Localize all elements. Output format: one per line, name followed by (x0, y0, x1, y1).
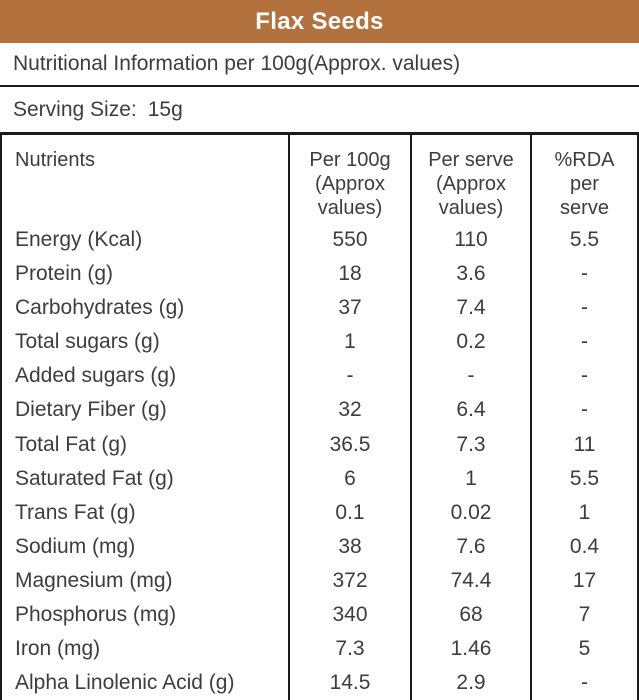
cell-nutrient: Carbohydrates (g) (15, 296, 185, 320)
cell-nutrient: Dietary Fiber (g) (15, 398, 167, 422)
cell-per-serve: 7.6 (410, 529, 530, 564)
table-row: Trans Fat (g) 0.1 0.02 1 (2, 495, 637, 530)
cell-nutrient: Phosphorus (mg) (15, 602, 177, 626)
nutrition-table: Nutrients Per 100g (Approx values) Per s… (0, 135, 639, 700)
table-row: Added sugars (g) - - - (2, 359, 637, 394)
cell-per-serve: 0.02 (410, 495, 530, 530)
title-bar: Flax Seeds (0, 0, 639, 43)
cell-per-serve: 1.46 (410, 631, 530, 667)
serving-size-value: 15g (147, 97, 183, 121)
cell-per-100g: 372 (288, 563, 410, 598)
cell-per-100g: 32 (288, 393, 410, 428)
cell-per-serve: 2.9 (410, 666, 530, 700)
cell-per-100g: 18 (288, 257, 410, 292)
col-header-rda-per-serve: %RDA per serve (530, 135, 637, 223)
cell-nutrient: Magnesium (mg) (15, 568, 173, 592)
cell-per-serve: 68 (410, 597, 530, 632)
cell-nutrient: Alpha Linolenic Acid (g) (15, 671, 235, 695)
cell-rda-per-serve: 7 (530, 597, 637, 632)
cell-rda-per-serve: - (530, 666, 637, 700)
col-header-per-100g: Per 100g (Approx values) (288, 135, 410, 223)
cell-per-100g: - (288, 359, 410, 394)
cell-nutrient: Iron (mg) (15, 636, 101, 660)
cell-rda-per-serve: 5 (530, 631, 637, 667)
cell-nutrient: Total Fat (g) (15, 432, 128, 456)
cell-per-serve: 6.4 (410, 393, 530, 428)
table-row: Saturated Fat (g) 6 1 5.5 (2, 461, 637, 496)
cell-per-serve: 0.2 (410, 325, 530, 360)
cell-per-serve: 1 (410, 461, 530, 496)
serving-size-row: Serving Size: 15g (0, 87, 639, 135)
table-row: Total Fat (g) 36.5 7.3 11 (2, 427, 637, 462)
cell-nutrient: Added sugars (g) (15, 364, 177, 388)
table-row: Carbohydrates (g) 37 7.4- (2, 291, 637, 326)
cell-rda-per-serve: - (530, 359, 637, 394)
table-row: Total sugars (g) 1 0.2- (2, 325, 637, 360)
cell-per-100g: 37 (288, 291, 410, 326)
cell-per-100g: 1 (288, 325, 410, 360)
table-row: Phosphorus (mg) 340 68 7 (2, 597, 637, 632)
cell-nutrient: Protein (g) (15, 262, 114, 286)
table-rows: Energy (Kcal) 550 110 5.5 Protein (g) 18 3.6- C… (2, 223, 637, 700)
cell-rda-per-serve: - (530, 257, 637, 292)
cell-rda-per-serve: 1 (530, 495, 637, 530)
cell-per-100g: 14.5 (288, 666, 410, 700)
cell-per-100g: 0.1 (288, 495, 410, 530)
cell-rda-per-serve: 0.4 (530, 529, 637, 564)
cell-rda-per-serve: 17 (530, 563, 637, 598)
product-title: Flax Seeds (255, 7, 384, 35)
cell-per-serve: 7.3 (410, 427, 530, 462)
table-header-row: Nutrients Per 100g (Approx values) Per s… (2, 135, 637, 223)
table-row: Alpha Linolenic Acid (g) 14.5 2.9- (2, 666, 637, 700)
cell-nutrient: Energy (Kcal) (15, 228, 143, 252)
cell-rda-per-serve: - (530, 393, 637, 428)
serving-size-label: Serving Size: (13, 97, 137, 121)
cell-per-serve: 7.4 (410, 291, 530, 326)
cell-nutrient: Sodium (mg) (15, 534, 136, 558)
cell-nutrient: Trans Fat (g) (15, 500, 136, 524)
subtitle-text: Nutritional Information per 100g(Approx.… (13, 52, 461, 75)
cell-nutrient: Saturated Fat (g) (15, 466, 174, 490)
col-header-per-serve: Per serve (Approx values) (410, 135, 530, 223)
table-row: Dietary Fiber (g) 32 6.4- (2, 393, 637, 428)
cell-per-serve: 110 (410, 223, 530, 258)
cell-rda-per-serve: - (530, 291, 637, 326)
table-row: Iron (mg) 7.3 1.46 5 (2, 631, 637, 667)
cell-per-serve: - (410, 359, 530, 394)
cell-per-serve: 74.4 (410, 563, 530, 598)
cell-per-serve: 3.6 (410, 257, 530, 292)
cell-rda-per-serve: 11 (530, 427, 637, 462)
cell-per-100g: 36.5 (288, 427, 410, 462)
table-row: Sodium (mg) 38 7.6 0.4 (2, 529, 637, 564)
cell-per-100g: 340 (288, 597, 410, 632)
subtitle-row: Nutritional Information per 100g(Approx.… (0, 43, 639, 87)
cell-per-100g: 6 (288, 461, 410, 496)
cell-per-100g: 7.3 (288, 631, 410, 667)
table-row: Magnesium (mg) 372 74.4 17 (2, 563, 637, 598)
cell-nutrient: Total sugars (g) (15, 330, 160, 354)
table-row: Protein (g) 18 3.6- (2, 257, 637, 292)
cell-per-100g: 38 (288, 529, 410, 564)
col-header-nutrients: Nutrients (15, 149, 96, 171)
cell-rda-per-serve: 5.5 (530, 223, 637, 258)
cell-rda-per-serve: - (530, 325, 637, 360)
table-row: Energy (Kcal) 550 110 5.5 (2, 223, 637, 258)
cell-rda-per-serve: 5.5 (530, 461, 637, 496)
cell-per-100g: 550 (288, 223, 410, 258)
